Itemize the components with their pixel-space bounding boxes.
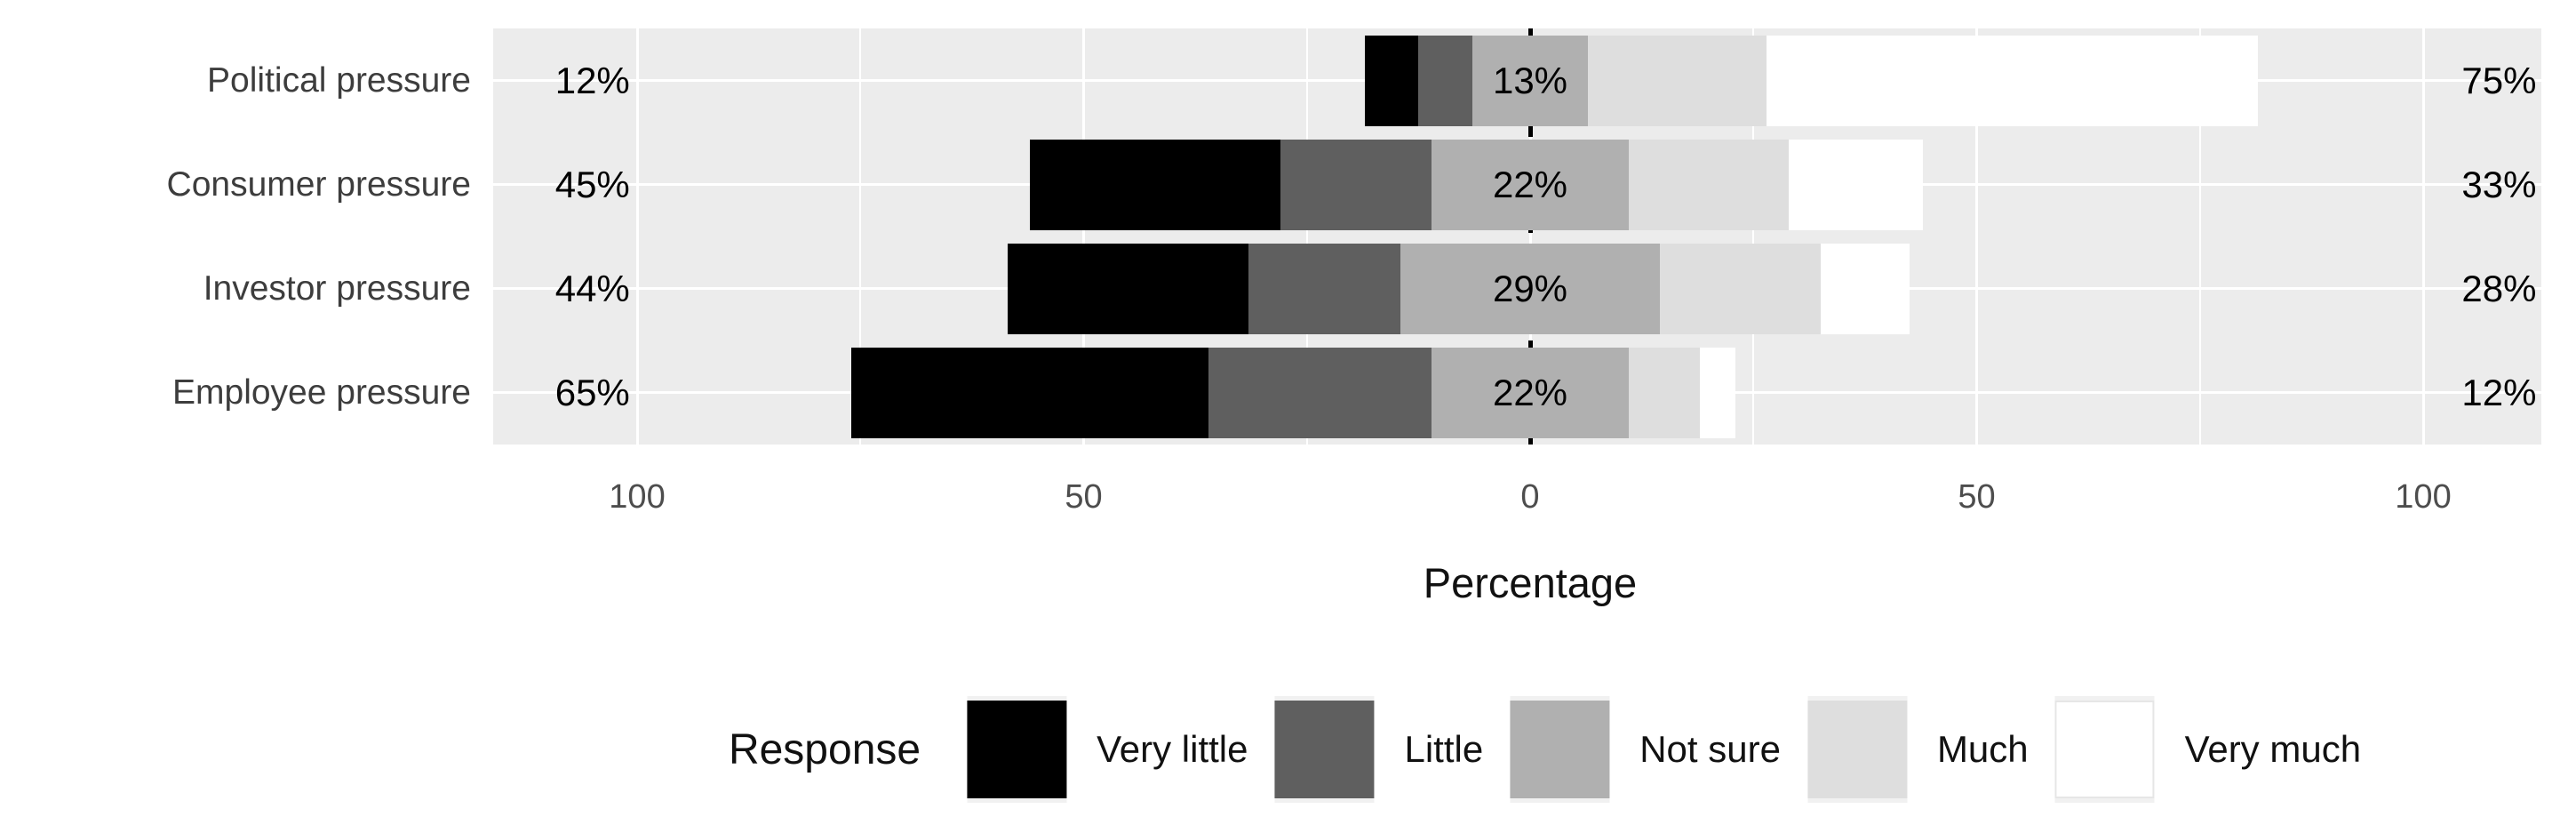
bar-segment-very-much <box>1767 35 2259 126</box>
legend-item-label: Little <box>1404 728 1484 770</box>
category-label: Consumer pressure <box>166 164 471 204</box>
row-label-left: 12% <box>554 59 630 101</box>
legend-swatch-much <box>1806 701 1907 798</box>
major-gridline <box>1082 28 1085 445</box>
row-label-left: 65% <box>554 371 630 413</box>
bar-segment-not-sure <box>1400 243 1660 334</box>
major-gridline <box>635 28 639 445</box>
legend-item-label: Not sure <box>1639 728 1781 770</box>
x-axis-title: Percentage <box>1423 559 1638 606</box>
legend-item-little: Little <box>1274 696 1483 803</box>
bar-segment-not-sure <box>1432 347 1629 438</box>
bar-segment-very-much <box>1820 243 1910 334</box>
row-label-center: 13% <box>1492 59 1568 101</box>
bar-segment-much <box>1659 243 1821 334</box>
major-gridline <box>1975 28 1978 445</box>
bar-segment-very-much <box>1699 347 1736 438</box>
x-tick-label: 100 <box>2395 478 2452 516</box>
minor-gridline <box>1752 28 1755 445</box>
legend-item-very-much: Very much <box>2054 696 2362 803</box>
zero-reference-line <box>1527 28 1533 445</box>
legend-item-label: Much <box>1936 728 2029 770</box>
bar-segment-very-little <box>1365 35 1419 126</box>
x-tick-label: 100 <box>609 478 666 516</box>
minor-gridline <box>2198 28 2201 445</box>
bar-segment-very-much <box>1789 139 1924 230</box>
row-label-left: 45% <box>554 163 630 205</box>
legend-item-not-sure: Not sure <box>1510 696 1781 803</box>
x-tick-label: 0 <box>1520 478 1540 516</box>
legend-key <box>2054 696 2155 803</box>
legend-item-label: Very little <box>1097 728 1248 770</box>
bar-segment-very-little <box>851 347 1209 438</box>
bar-segment-little <box>1418 35 1472 126</box>
minor-gridline <box>1305 28 1308 445</box>
row-label-right: 12% <box>2461 371 2537 413</box>
bar-segment-not-sure <box>1432 139 1629 230</box>
bar-segment-little <box>1248 243 1401 334</box>
bar-segment-not-sure <box>1471 35 1589 126</box>
legend: Response Very little Little Not sure Much Ve… <box>729 692 2361 807</box>
x-tick-label: 50 <box>1065 478 1103 516</box>
legend-item-very-little: Very little <box>967 696 1248 803</box>
category-label: Political pressure <box>207 60 471 100</box>
category-label: Investor pressure <box>203 268 471 308</box>
major-gridline <box>2421 28 2425 445</box>
row-label-right: 75% <box>2461 59 2537 101</box>
legend-title: Response <box>728 725 921 773</box>
legend-swatch-little <box>1274 701 1375 798</box>
row-label-center: 29% <box>1492 267 1568 309</box>
bar-segment-much <box>1588 35 1767 126</box>
row-label-center: 22% <box>1492 371 1568 413</box>
legend-item-label: Very much <box>2184 728 2362 770</box>
bar-segment-much <box>1628 139 1790 230</box>
legend-swatch-very-little <box>967 701 1067 798</box>
row-label-left: 44% <box>554 267 630 309</box>
bar-segment-little <box>1208 347 1432 438</box>
row-label-center: 22% <box>1492 163 1568 205</box>
legend-swatch-not-sure <box>1510 701 1610 798</box>
legend-key <box>1274 696 1375 803</box>
legend-key <box>1510 696 1610 803</box>
row-label-right: 28% <box>2461 267 2537 309</box>
plot-panel: 12% 13% 75% 45% 22% 33% 44% 29% 28% 65% 22% 12% <box>493 28 2541 445</box>
bar-segment-very-little <box>1030 139 1280 230</box>
legend-swatch-very-much <box>2054 701 2155 798</box>
legend-item-much: Much <box>1806 696 2029 803</box>
category-label: Employee pressure <box>172 372 471 412</box>
minor-gridline <box>859 28 862 445</box>
row-label-right: 33% <box>2461 163 2537 205</box>
legend-key <box>967 696 1067 803</box>
bar-segment-little <box>1280 139 1432 230</box>
bar-segment-very-little <box>1008 243 1249 334</box>
legend-key <box>1806 696 1907 803</box>
x-tick-label: 50 <box>1958 478 1996 516</box>
bar-segment-much <box>1628 347 1700 438</box>
